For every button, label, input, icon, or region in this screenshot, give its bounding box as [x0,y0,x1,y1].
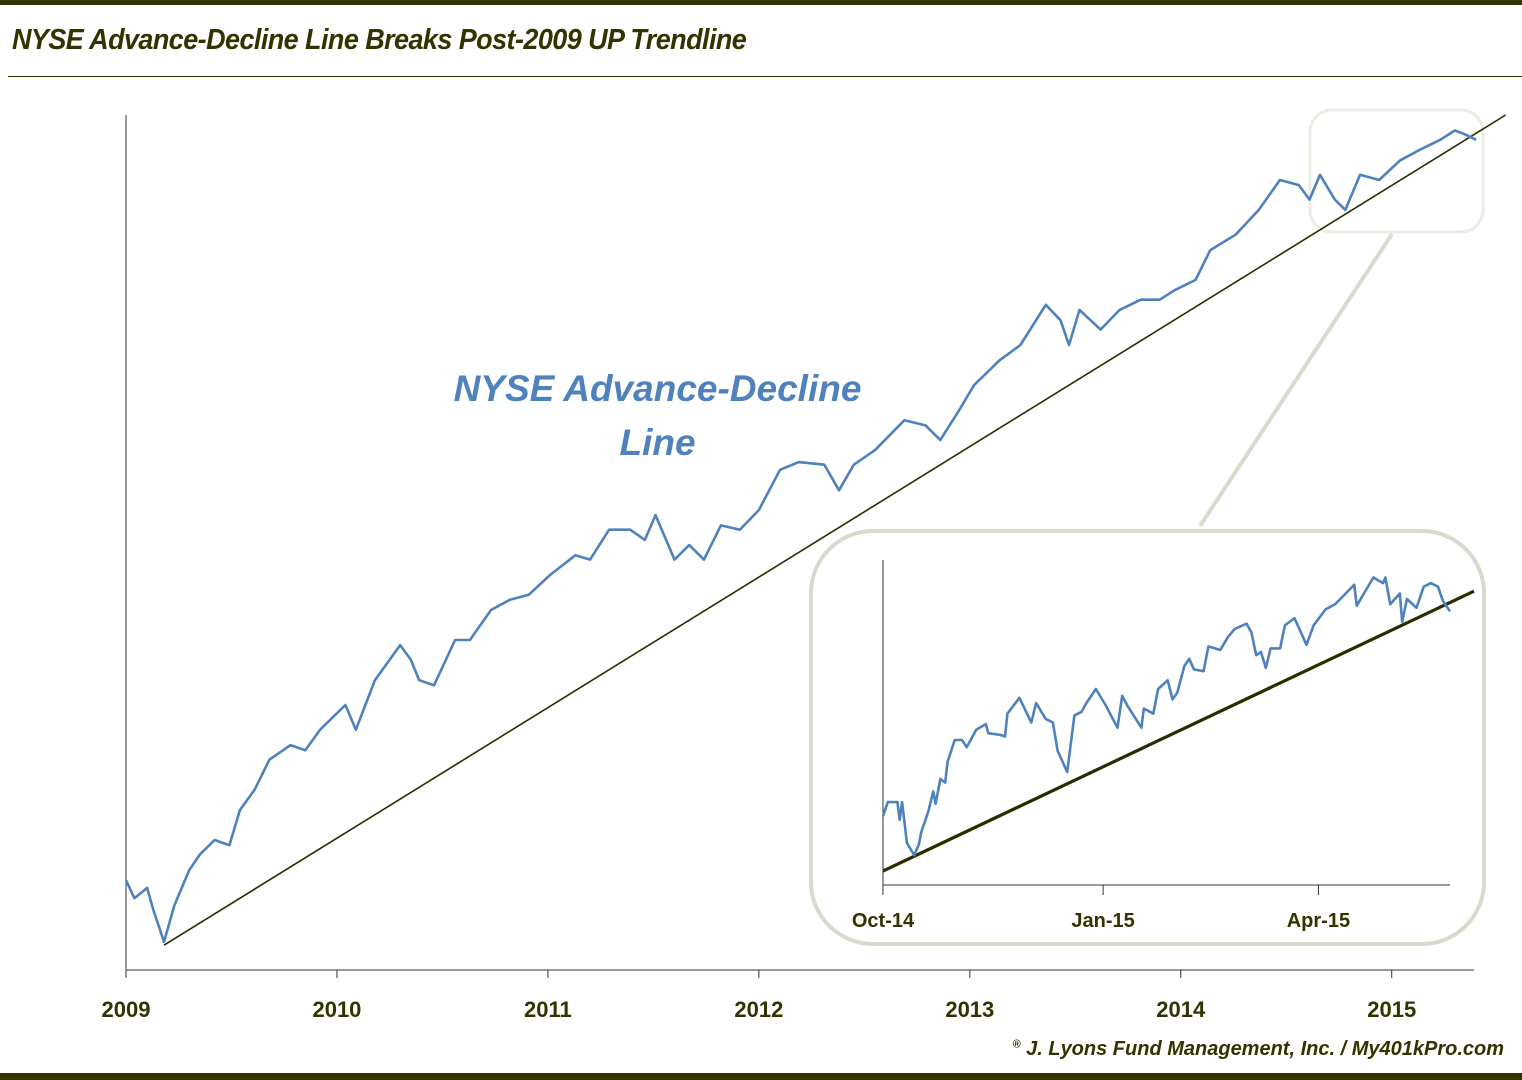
x-tick-label: 2014 [1156,997,1206,1022]
title-divider [8,76,1522,77]
inset-x-tick-label: Apr-15 [1287,910,1350,932]
trendline [163,114,1507,946]
inset-trendline [882,589,1475,873]
inset-frame [809,529,1486,946]
x-tick-label: 2015 [1367,997,1416,1022]
x-tick-label: 2011 [524,997,572,1022]
top-border-bar [0,0,1522,5]
x-tick-label: 2010 [312,997,361,1022]
x-tick-label: 2009 [102,997,151,1022]
credit-text: J. Lyons Fund Management, Inc. / My401kP… [1026,1038,1504,1060]
inset-x-tick-label: Jan-15 [1071,910,1134,932]
advance-decline-line [124,129,1477,944]
inset-advance-decline-line [881,576,1452,857]
zoom-highlight-box [1308,108,1485,234]
x-tick-label: 2013 [945,997,994,1022]
series-annotation: NYSE Advance-Decline Line [453,368,862,463]
callout-connector [1198,232,1394,528]
chart-title: NYSE Advance-Decline Line Breaks Post-20… [12,24,747,56]
copyright-credit: ® J. Lyons Fund Management, Inc. / My401… [1012,1038,1504,1061]
registered-symbol: ® [1012,1038,1021,1051]
x-tick-label: 2012 [734,997,783,1022]
bottom-border-bar [0,1073,1522,1080]
inset-x-tick-label: Oct-14 [852,910,915,932]
